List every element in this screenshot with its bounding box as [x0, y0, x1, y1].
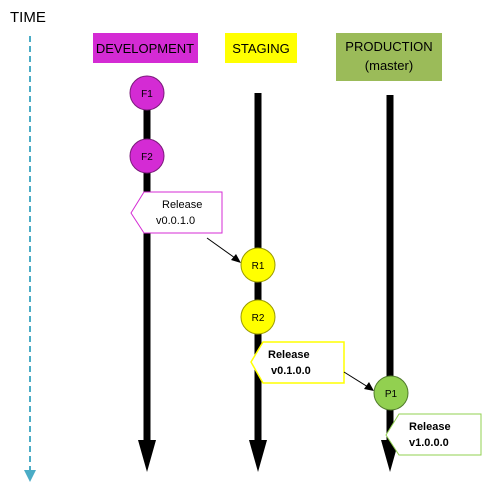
production-header-label-line1: PRODUCTION	[345, 39, 432, 54]
staging-release-callout-line1: Release	[268, 349, 310, 361]
dev-release-callout-line1: Release	[162, 199, 202, 211]
production-header-box	[336, 33, 442, 81]
commit-p1-label: P1	[385, 389, 398, 400]
development-branch-arrowhead	[138, 440, 156, 472]
staging-header-box	[225, 33, 297, 63]
commit-r1	[240, 247, 276, 283]
staging-to-production-connector	[343, 371, 369, 388]
commit-f1-label: F1	[141, 89, 153, 100]
commit-f2	[129, 138, 165, 174]
staging-header-label: STAGING	[232, 41, 290, 56]
production-release-callout-line1: Release	[409, 421, 451, 433]
staging-release-callout-line2: v0.1.0.0	[271, 365, 311, 377]
time-label: TIME	[10, 9, 46, 26]
time-axis-arrowhead	[24, 470, 36, 482]
production-release-callout-line2: v1.0.0.0	[409, 437, 449, 449]
development-header-label: DEVELOPMENT	[96, 41, 194, 56]
production-header-label-line2: (master)	[365, 58, 413, 73]
commit-r2-label: R2	[252, 313, 265, 324]
dev-to-staging-connector-arrowhead	[231, 254, 241, 263]
staging-release-callout	[250, 341, 345, 384]
commit-r1-label: R1	[252, 261, 265, 272]
commit-r2	[240, 299, 276, 335]
staging-to-production-connector-arrowhead	[364, 382, 374, 391]
commit-f1	[129, 75, 165, 111]
commit-f2-label: F2	[141, 152, 153, 163]
commit-p1	[373, 375, 409, 411]
dev-release-callout	[130, 191, 223, 234]
staging-branch-arrowhead	[249, 440, 267, 472]
dev-to-staging-connector	[206, 237, 236, 259]
dev-release-callout-line2: v0.0.1.0	[156, 215, 195, 227]
production-release-callout	[385, 413, 482, 456]
development-header-box	[93, 33, 198, 63]
